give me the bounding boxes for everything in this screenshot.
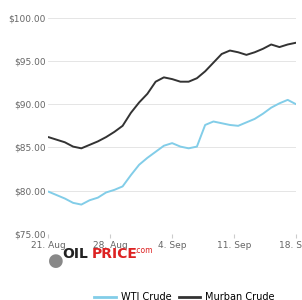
Text: .com: .com [134,246,152,255]
Legend: WTI Crude, Murban Crude: WTI Crude, Murban Crude [90,288,279,300]
Text: ●: ● [48,252,64,270]
Text: PRICE: PRICE [92,248,137,262]
Text: OIL: OIL [62,248,88,262]
